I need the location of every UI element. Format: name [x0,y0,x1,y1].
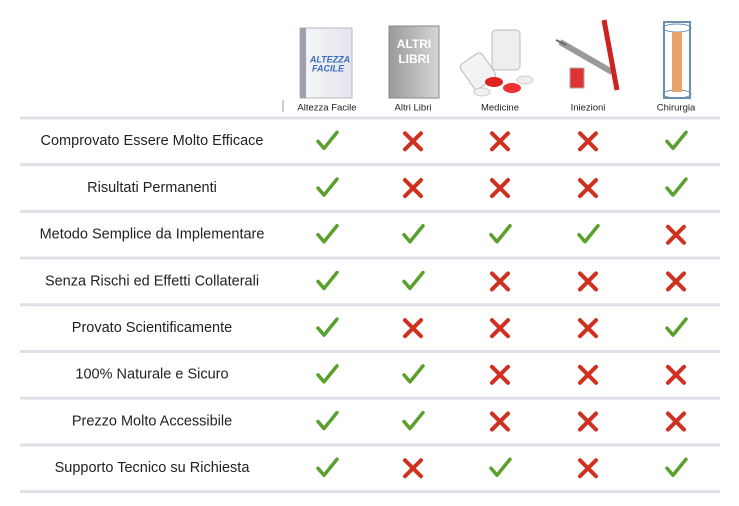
check-icon [402,224,425,244]
check-icon [316,270,339,291]
other-books-icon: ALTRI LIBRI [388,25,440,99]
check-icon [316,457,339,477]
book-text: ALTEZZA [309,54,350,64]
books-text: LIBRI [398,52,429,66]
row-separator [20,303,720,307]
cross-icon [666,411,686,432]
row-separator [20,256,720,260]
check-icon [577,224,600,244]
row-separator [20,443,720,447]
check-icon [402,270,425,291]
injection-icon [555,19,620,91]
cross-icon [578,318,598,339]
cross-icon [490,271,510,292]
feature-label: Prezzo Molto Accessibile [72,413,232,429]
surgery-icon [662,21,692,99]
check-icon [316,317,339,337]
check-icon [316,177,339,197]
check-icon [665,457,688,477]
cross-icon [403,178,423,199]
check-icon [665,130,688,151]
medicine-icon [459,29,534,97]
cross-icon [578,364,598,385]
feature-label: Comprovato Essere Molto Efficace [41,133,264,149]
column-label: Altezza Facile [297,103,356,114]
column-label: Chirurgia [657,103,696,114]
check-icon [665,177,688,197]
feature-label: Supporto Tecnico su Richiesta [55,460,251,476]
check-icon [316,130,339,151]
cross-icon [403,131,423,152]
row-separator [20,350,720,353]
check-icon [402,364,425,384]
cross-icon [666,224,686,245]
cross-icon [490,318,510,339]
row-separator [20,490,720,494]
cross-icon [490,411,510,432]
check-icon [402,410,425,431]
books-text: ALTRI [397,37,431,51]
check-icon [316,224,339,244]
cross-icon [666,271,686,292]
cross-icon [490,178,510,199]
feature-label: 100% Naturale e Sicuro [75,367,228,383]
check-icon [489,457,512,477]
check-icon [665,317,688,337]
check-icon [489,224,512,244]
row-separator [20,209,720,213]
cross-icon [578,131,598,152]
feature-label: Senza Rischi ed Effetti Collaterali [45,273,259,289]
column-label: Iniezioni [571,103,606,114]
cross-icon [490,364,510,385]
check-icon [316,410,339,431]
feature-label: Risultati Permanenti [87,180,217,196]
row-separator [20,116,720,120]
feature-label: Metodo Semplice da Implementare [40,227,265,243]
cross-icon [578,271,598,292]
cross-icon [403,318,423,339]
column-label: Medicine [481,103,519,114]
row-separator [20,163,720,167]
feature-label: Provato Scientificamente [72,320,232,336]
cross-icon [666,364,686,385]
check-icon [316,364,339,384]
cross-icon [490,131,510,152]
row-separator [20,396,720,400]
column-label: Altri Libri [395,103,432,114]
cross-icon [578,458,598,479]
cross-icon [578,411,598,432]
book-text: FACILE [312,63,345,73]
book-icon: ALTEZZA FACILE [299,27,353,99]
cross-icon [403,458,423,479]
cross-icon [578,178,598,199]
